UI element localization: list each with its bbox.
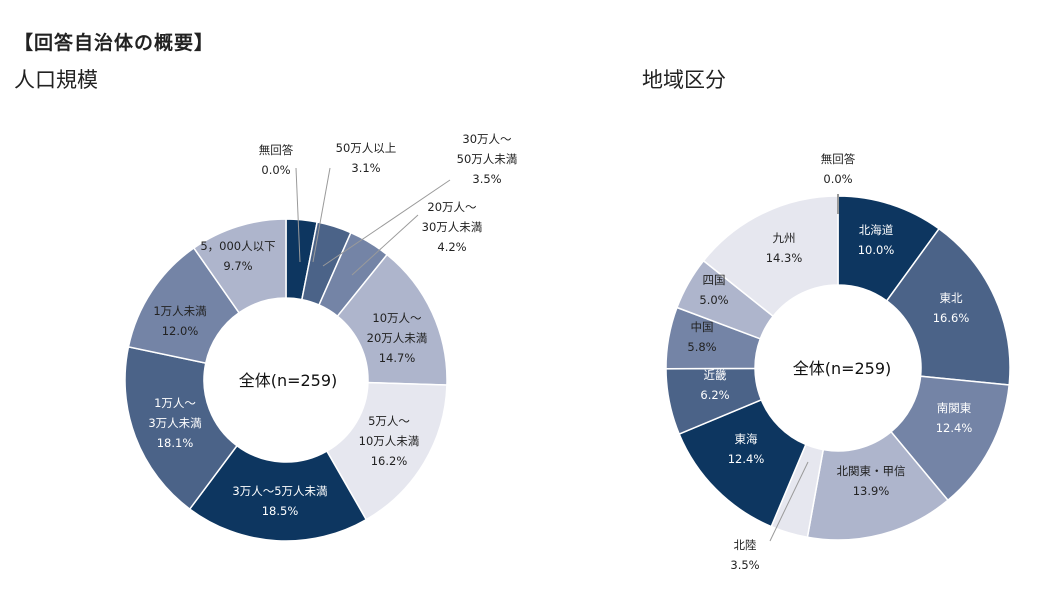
data-label: 中国 5.8%	[687, 320, 716, 354]
center-label: 全体(n=259)	[239, 371, 338, 390]
data-label: 30万人～ 50万人未満 3.5%	[457, 132, 518, 186]
data-label: 無回答 0.0%	[259, 143, 294, 177]
center-label: 全体(n=259)	[793, 359, 892, 378]
data-label: 20万人～ 30万人未満 4.2%	[422, 200, 483, 254]
donut-chart-population: 無回答 0.0% 50万人以上 3.1% 30万人～ 50万人未満 3.5% 20万人～ 30万…	[124, 132, 518, 542]
data-label: 四国 5.0%	[699, 273, 728, 307]
leader-line	[295, 167, 301, 263]
chart-title-region: 地域区分	[642, 68, 726, 92]
data-label: 北海道 10.0%	[858, 223, 895, 257]
leader-line	[322, 179, 451, 267]
donut-slice	[124, 345, 239, 511]
data-label: 九州 14.3%	[766, 231, 803, 265]
donut-slice	[188, 444, 368, 542]
data-label: 無回答 0.0%	[821, 152, 856, 186]
data-label: 10万人～ 20万人未満 14.7%	[367, 311, 428, 365]
page-title: 【回答自治体の概要】	[14, 32, 215, 54]
data-label: 1万人未満 12.0%	[153, 304, 206, 338]
data-label: 東北 16.6%	[933, 291, 970, 325]
donut-chart-region: 北海道 10.0% 東北 16.6% 南関東 12.4% 北関東・甲信 13.9% 北陸 3.5%…	[665, 152, 1011, 572]
data-label: 50万人以上 3.1%	[336, 141, 397, 175]
data-label: 5，000人以下 9.7%	[200, 239, 275, 273]
data-label: 北陸 3.5%	[730, 538, 759, 572]
data-label: 5万人～ 10万人未満 16.2%	[359, 414, 420, 468]
data-label: 近畿 6.2%	[700, 368, 729, 402]
data-label: 1万人～ 3万人未満 18.1%	[148, 396, 201, 450]
chart-title-population: 人口規模	[14, 68, 98, 92]
data-label: 3万人～5万人未満 18.5%	[232, 484, 327, 518]
leader-line	[312, 167, 331, 263]
donut-slice	[192, 218, 287, 314]
donut-slice	[702, 195, 839, 318]
donut-slice	[885, 227, 1011, 386]
data-label: 東海 12.4%	[728, 432, 765, 466]
leader-line	[351, 214, 419, 276]
data-label: 北関東・甲信 13.9%	[837, 464, 906, 498]
leader-line	[769, 461, 809, 542]
data-label: 南関東 12.4%	[936, 401, 973, 435]
